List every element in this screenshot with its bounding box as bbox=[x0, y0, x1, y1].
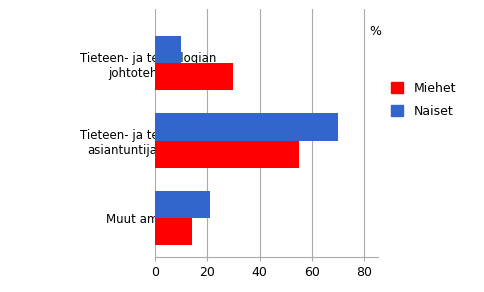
Legend: Miehet, Naiset: Miehet, Naiset bbox=[386, 77, 461, 123]
Bar bbox=[155, 141, 299, 168]
Bar bbox=[155, 218, 192, 245]
Text: %: % bbox=[370, 25, 382, 39]
Bar bbox=[155, 63, 233, 90]
Bar bbox=[155, 191, 210, 218]
Bar bbox=[155, 114, 338, 141]
Bar bbox=[155, 36, 181, 63]
